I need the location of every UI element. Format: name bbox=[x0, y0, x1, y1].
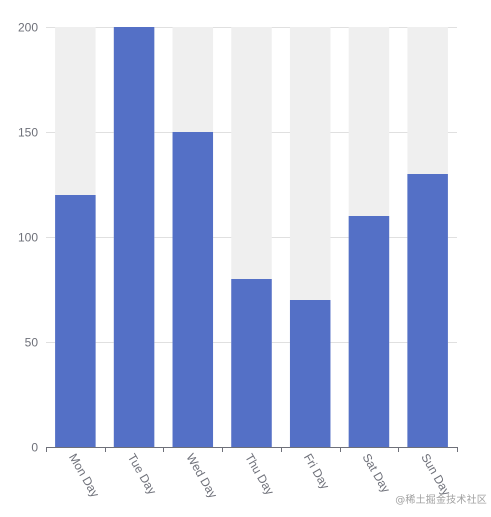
x-tick-label: Mon Day bbox=[66, 451, 102, 500]
y-tick-label: 200 bbox=[18, 21, 38, 35]
x-tick-label: Sat Day bbox=[360, 451, 393, 495]
bar-thu-day[interactable] bbox=[231, 279, 272, 447]
bar-mon-day[interactable] bbox=[55, 195, 96, 447]
bar-sun-day[interactable] bbox=[407, 174, 448, 447]
watermark: @稀土掘金技术社区 bbox=[395, 495, 487, 506]
data-bars bbox=[55, 27, 448, 447]
y-tick-labels: 0 50 100 150 200 bbox=[18, 21, 38, 455]
y-tick-label: 50 bbox=[25, 336, 39, 350]
y-tick-label: 0 bbox=[31, 441, 38, 455]
bar-fri-day[interactable] bbox=[289, 300, 331, 447]
bar-tue-day[interactable] bbox=[113, 27, 155, 447]
axes bbox=[46, 447, 458, 452]
y-tick-label: 150 bbox=[18, 126, 38, 140]
x-tick-label: Fri Day bbox=[301, 451, 332, 491]
bar-sat-day[interactable] bbox=[348, 216, 390, 447]
y-tick-label: 100 bbox=[18, 231, 38, 245]
x-tick-label: Wed Day bbox=[183, 451, 220, 501]
bar-wed-day[interactable] bbox=[172, 132, 214, 447]
x-tick-label: Tue Day bbox=[125, 451, 160, 497]
x-tick-label: Thu Day bbox=[242, 451, 277, 497]
